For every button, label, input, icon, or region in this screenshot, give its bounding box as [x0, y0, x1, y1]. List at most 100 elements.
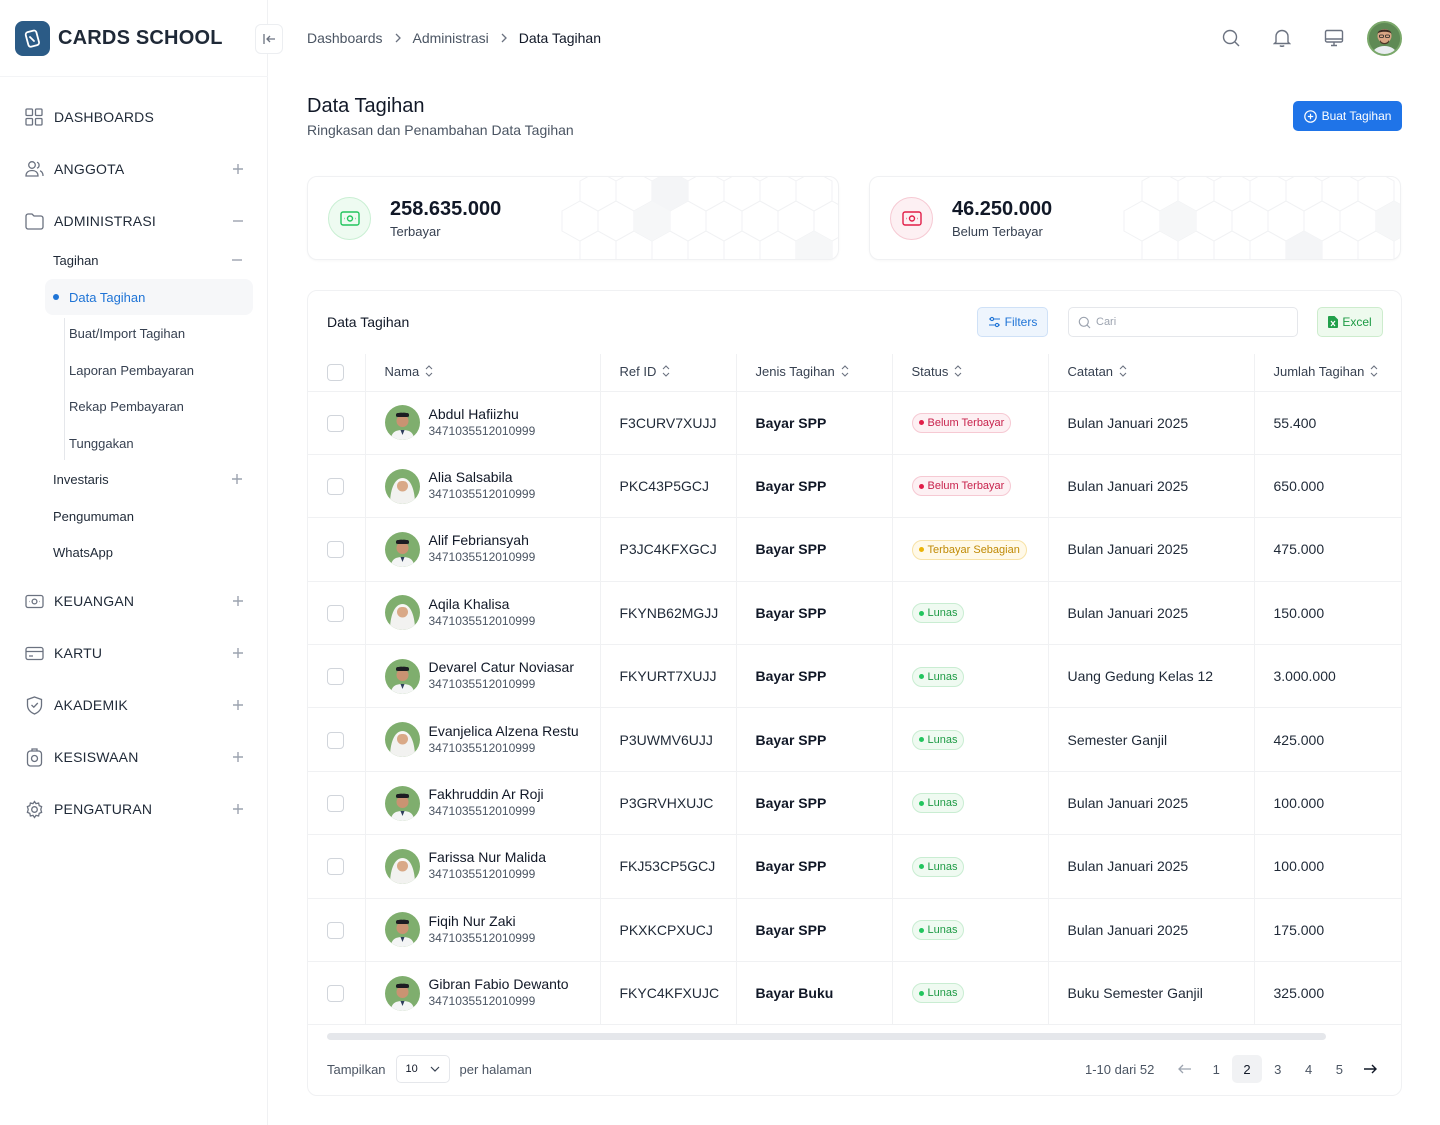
catatan-cell: Bulan Januari 2025 [1048, 454, 1255, 519]
sidebar-item-anggota[interactable]: ANGGOTA [24, 143, 246, 195]
plus-icon[interactable] [230, 749, 246, 765]
tree-line [64, 318, 65, 460]
sidebar-item-dashboards[interactable]: DASHBOARDS [24, 91, 246, 143]
plus-icon[interactable] [229, 471, 245, 487]
sidebar-collapse-button[interactable] [255, 24, 283, 54]
table-row[interactable]: Fiqih Nur Zaki 3471035512010999 PKXKCPXUCJ… [308, 898, 1401, 963]
prev-page-button[interactable] [1170, 1055, 1201, 1083]
header-ref-id[interactable]: Ref ID [600, 354, 737, 392]
next-page-button[interactable] [1355, 1055, 1386, 1083]
page-button[interactable]: 1 [1212, 1061, 1220, 1077]
sidebar-sub-investaris[interactable]: Investaris [53, 461, 253, 497]
table-row[interactable]: Alia Salsabila 3471035512010999 PKC43P5GCJ… [308, 454, 1401, 519]
table-row[interactable]: Aqila Khalisa 3471035512010999 FKYNB62MGJJ… [308, 581, 1401, 646]
search-field[interactable] [1068, 307, 1298, 337]
sort-icon[interactable] [662, 365, 670, 380]
header-status[interactable]: Status [892, 354, 1049, 392]
row-checkbox[interactable] [327, 858, 344, 876]
sidebar-item-kesiswaan[interactable]: KESISWAAN [24, 731, 246, 783]
stat-card-belum-terbayar: 46.250.000 Belum Terbayar [869, 176, 1401, 260]
row-checkbox[interactable] [327, 731, 344, 749]
student[interactable]: Farissa Nur Malida 3471035512010999 [384, 848, 600, 884]
student[interactable]: Devarel Catur Noviasar 3471035512010999 [384, 658, 600, 694]
row-checkbox[interactable] [327, 541, 344, 559]
sidebar-item-kartu[interactable]: KARTU [24, 627, 246, 679]
plus-icon[interactable] [230, 645, 246, 661]
sidebar-subsub-buat-import[interactable]: Buat/Import Tagihan [45, 315, 253, 351]
page-button[interactable]: 5 [1335, 1061, 1343, 1077]
plus-icon[interactable] [230, 593, 246, 609]
sidebar-item-keuangan[interactable]: KEUANGAN [24, 575, 246, 627]
ref-id-cell: PKC43P5GCJ [600, 454, 737, 519]
student[interactable]: Aqila Khalisa 3471035512010999 [384, 595, 600, 631]
sidebar-item-akademik[interactable]: AKADEMIK [24, 679, 246, 731]
user-avatar[interactable] [1367, 21, 1402, 56]
header-jenis-tagihan[interactable]: Jenis Tagihan [736, 354, 893, 392]
header-jumlah-tagihan[interactable]: Jumlah Tagihan [1254, 354, 1401, 392]
buat-tagihan-button[interactable]: Buat Tagihan [1293, 101, 1402, 131]
breadcrumb-item[interactable]: Dashboards [307, 30, 383, 46]
minus-icon[interactable] [230, 213, 246, 229]
search-icon[interactable] [1219, 26, 1243, 50]
header-catatan[interactable]: Catatan [1048, 354, 1255, 392]
horizontal-scrollbar[interactable] [327, 1033, 1326, 1040]
table-row[interactable]: Farissa Nur Malida 3471035512010999 FKJ53C… [308, 834, 1401, 899]
sidebar-subsub-data-tagihan[interactable]: Data Tagihan [45, 279, 253, 315]
row-checkbox[interactable] [327, 604, 344, 622]
catatan-cell: Semester Ganjil [1048, 707, 1255, 772]
jumlah-cell: 175.000 [1254, 898, 1401, 963]
page-button-current[interactable]: 2 [1231, 1055, 1263, 1083]
plus-icon[interactable] [230, 801, 246, 817]
breadcrumb-item[interactable]: Administrasi [412, 30, 489, 46]
page-button[interactable]: 4 [1304, 1061, 1313, 1077]
row-checkbox[interactable] [327, 921, 344, 939]
plus-icon[interactable] [230, 161, 246, 177]
student[interactable]: Gibran Fabio Dewanto 3471035512010999 [384, 975, 600, 1011]
monitor-icon[interactable] [1322, 26, 1346, 50]
header-nama[interactable]: Nama [365, 354, 601, 392]
page-button[interactable]: 3 [1274, 1061, 1282, 1077]
table-row[interactable]: Abdul Hafiizhu 3471035512010999 F3CURV7XUJ… [308, 391, 1401, 455]
row-checkbox[interactable] [327, 414, 344, 432]
row-select-cell [308, 961, 366, 1026]
table-row[interactable]: Evanjelica Alzena Restu 3471035512010999 P… [308, 707, 1401, 772]
row-checkbox[interactable] [327, 985, 344, 1003]
sidebar-sub-whatsapp[interactable]: WhatsApp [53, 534, 253, 570]
sort-icon[interactable] [1119, 365, 1127, 380]
search-input[interactable] [1096, 316, 1276, 328]
row-checkbox[interactable] [327, 668, 344, 686]
status-badge: Terbayar Sebagian [911, 539, 1027, 560]
sort-icon[interactable] [425, 365, 433, 380]
excel-button[interactable]: Excel [1317, 307, 1383, 337]
table-row[interactable]: Alif Febriansyah 3471035512010999 P3JC4KFX… [308, 517, 1401, 582]
student[interactable]: Alif Febriansyah 3471035512010999 [384, 531, 600, 567]
sidebar-sub-pengumuman[interactable]: Pengumuman [53, 498, 253, 534]
per-page-select[interactable]: 10 [395, 1055, 450, 1083]
row-checkbox[interactable] [327, 794, 344, 812]
table-row[interactable]: Devarel Catur Noviasar 3471035512010999 FK… [308, 644, 1401, 709]
student[interactable]: Abdul Hafiizhu 3471035512010999 [384, 405, 600, 441]
sidebar-item-pengaturan[interactable]: PENGATURAN [24, 783, 246, 835]
sort-icon[interactable] [954, 365, 962, 380]
student[interactable]: Fiqih Nur Zaki 3471035512010999 [384, 912, 600, 948]
filters-button[interactable]: Filters [977, 307, 1048, 337]
sidebar-subsub-laporan[interactable]: Laporan Pembayaran [45, 352, 253, 388]
sort-icon[interactable] [1370, 365, 1378, 380]
table-row[interactable]: Fakhruddin Ar Roji 3471035512010999 P3GRVH… [308, 771, 1401, 836]
sidebar-subsub-rekap[interactable]: Rekap Pembayaran [45, 388, 253, 424]
student[interactable]: Alia Salsabila 3471035512010999 [384, 468, 600, 504]
minus-icon[interactable] [229, 252, 245, 268]
select-all-checkbox[interactable] [327, 363, 344, 381]
bell-icon[interactable] [1270, 26, 1294, 50]
sort-icon[interactable] [841, 365, 849, 380]
brand[interactable]: CARDS SCHOOL [15, 21, 223, 56]
table-row[interactable]: Gibran Fabio Dewanto 3471035512010999 FKYC… [308, 961, 1401, 1026]
plus-icon[interactable] [230, 697, 246, 713]
student[interactable]: Evanjelica Alzena Restu 3471035512010999 [384, 722, 600, 758]
sidebar-sub-tagihan[interactable]: Tagihan [53, 242, 253, 278]
student[interactable]: Fakhruddin Ar Roji 3471035512010999 [384, 785, 600, 821]
sidebar-item-administrasi[interactable]: ADMINISTRASI [24, 195, 246, 247]
row-checkbox[interactable] [327, 477, 344, 495]
sidebar-subsub-tunggakan[interactable]: Tunggakan [45, 425, 253, 461]
jenis-cell: Bayar SPP [736, 454, 893, 519]
